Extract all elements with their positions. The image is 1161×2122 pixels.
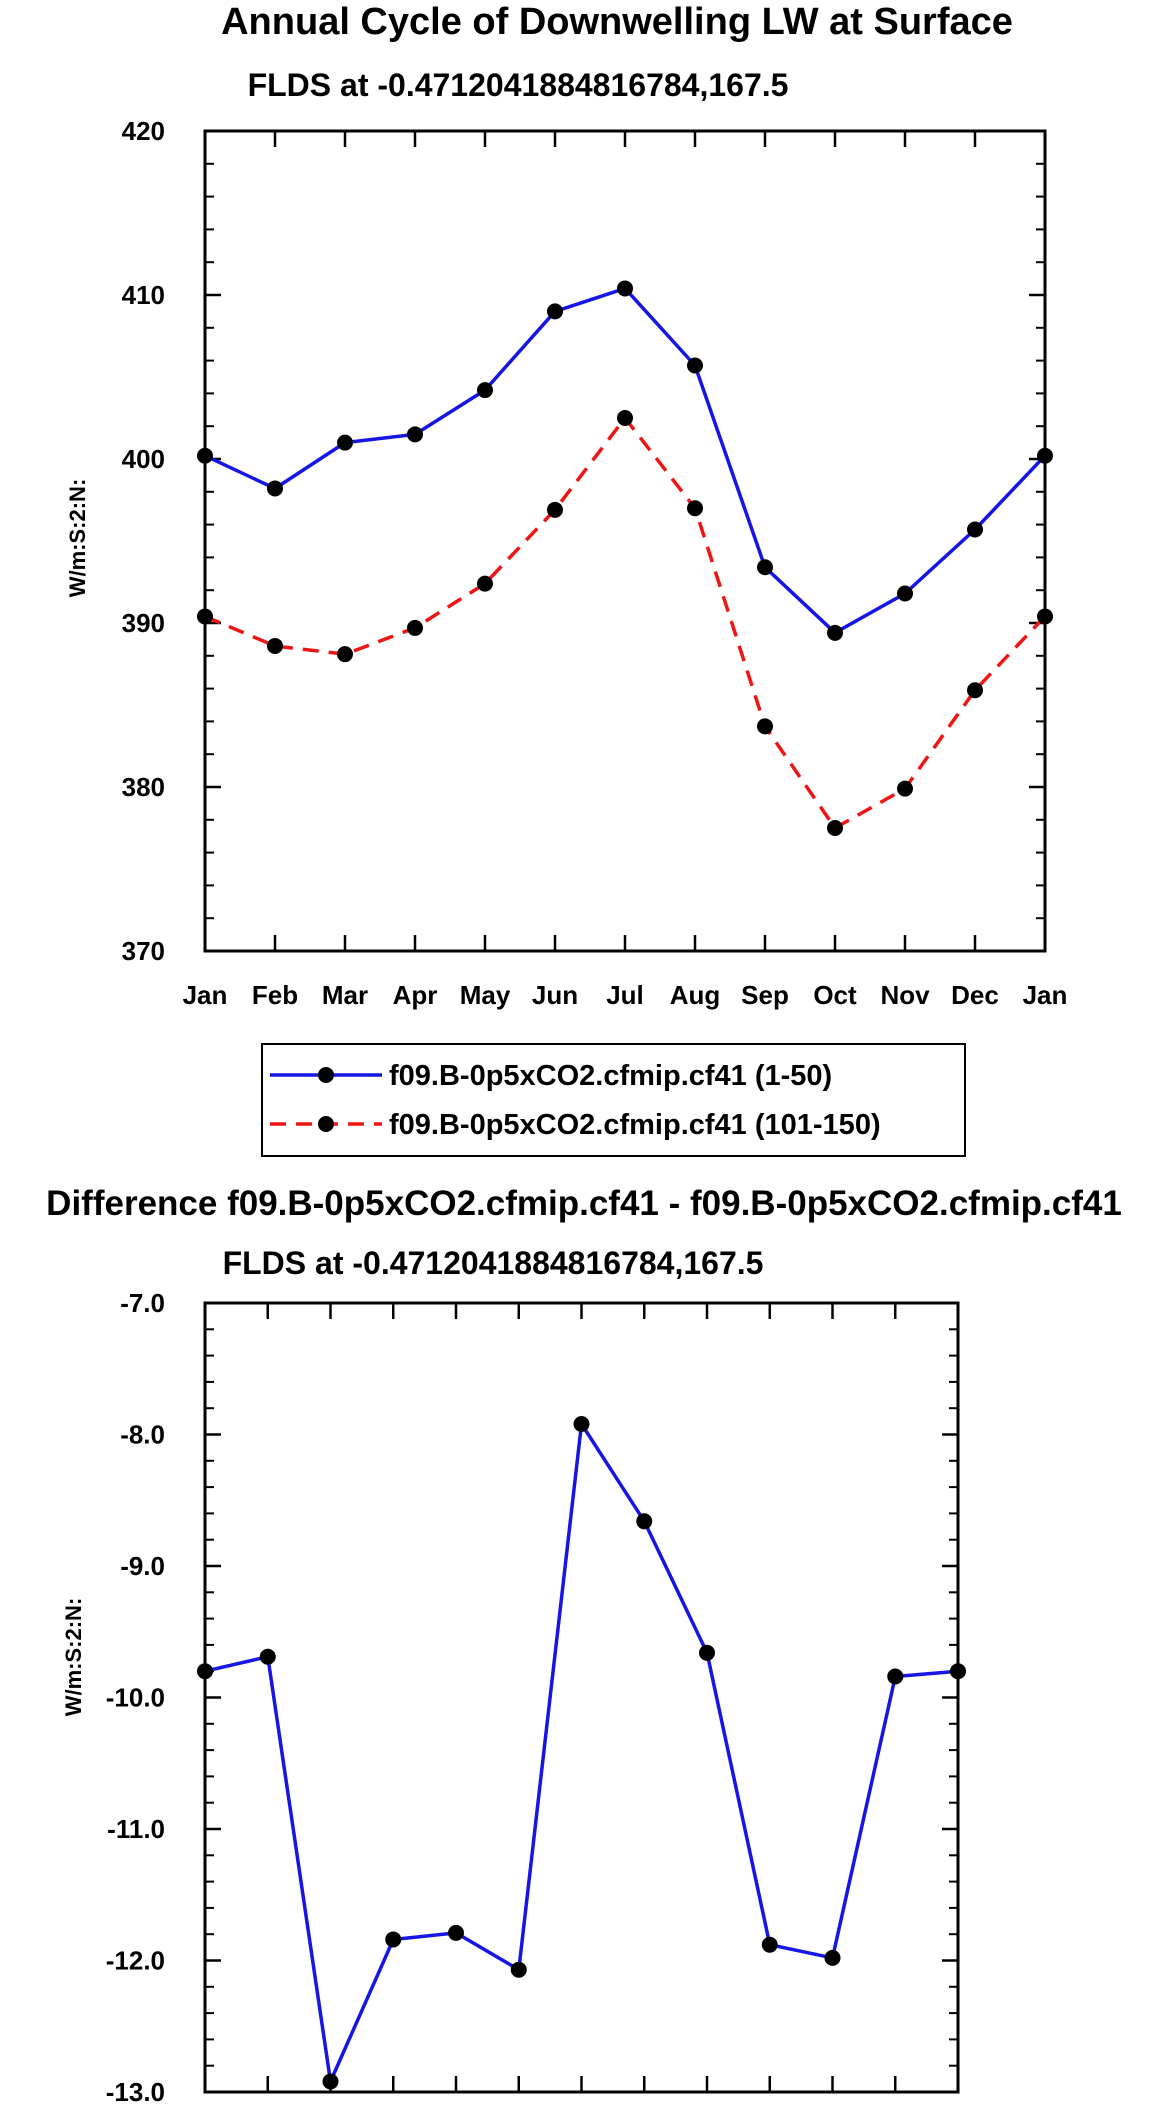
chart2-series-1-point-11: [887, 1668, 904, 1685]
chart1-xtick-label-6: Jul: [606, 980, 644, 1010]
legend-marker-series-2: [318, 1116, 334, 1132]
chart1-series-1-point-5: [547, 303, 563, 320]
chart1-series-2-point-10: [897, 780, 913, 797]
chart2-series-1-point-2: [322, 2073, 339, 2090]
chart1-xtick-label-0: Jan: [183, 980, 228, 1010]
chart1-ytick-label-0: 370: [122, 936, 165, 966]
legend-marker-series-1: [318, 1067, 334, 1083]
chart1-series-2-point-8: [757, 718, 773, 735]
chart2-series-1-point-6: [573, 1415, 590, 1432]
chart1-plot: Jan Feb Mar Apr May Jun Jul Aug Sep Oct Nov Dec Jan 3…: [122, 116, 1068, 1010]
chart1-ylabel: W/m:S:2:N:: [65, 479, 90, 598]
chart1-series-1-point-9: [827, 624, 843, 641]
chart1-xtick-label-9: Oct: [813, 980, 857, 1010]
chart1-series-1-point-0: [197, 447, 213, 464]
chart1-xtick-label-10: Nov: [880, 980, 930, 1010]
chart1-series-1-point-1: [267, 480, 283, 497]
chart2-ytick-label-0: -13.0: [106, 2077, 165, 2107]
chart1-subtitle: FLDS at -0.4712041884816784,167.5: [248, 67, 789, 103]
chart2-series-1-point-10: [824, 1949, 841, 1966]
chart1-series-2-point-4: [477, 575, 493, 592]
chart1-frame: [203, 129, 1047, 953]
chart1-xtick-label-3: Apr: [393, 980, 438, 1010]
chart2-series-1-point-3: [385, 1931, 402, 1948]
chart1-xtick-label-8: Sep: [741, 980, 789, 1010]
chart2-series-1-point-12: [950, 1663, 966, 1680]
chart2-series-1-point-1: [259, 1648, 276, 1665]
chart1-xtick-label-12: Jan: [1023, 980, 1068, 1010]
chart1-series-1-line: [204, 286, 1047, 635]
chart1-xtick-label-1: Feb: [252, 980, 298, 1010]
chart1-series-2-point-12: [1037, 608, 1053, 625]
chart1-series-1-point-2: [337, 434, 353, 451]
chart1-series-2-point-0: [197, 608, 213, 625]
chart1-series-2-point-11: [967, 682, 983, 699]
chart1-xtick-label-5: Jun: [532, 980, 578, 1010]
chart1-ytick-label-5: 420: [122, 116, 165, 146]
chart1-xtick-label-2: Mar: [322, 980, 368, 1010]
chart2-series-1-line: [204, 1422, 959, 2084]
legend-label-series-1: f09.B-0p5xCO2.cfmip.cf41 (1-50): [389, 1060, 832, 1092]
chart1-series-1-point-12: [1037, 447, 1053, 464]
chart1-ytick-label-2: 390: [122, 608, 165, 638]
chart2-series-1-point-0: [197, 1663, 213, 1680]
chart1-xtick-label-11: Dec: [951, 980, 999, 1010]
chart1-series-2-point-5: [547, 501, 563, 518]
chart1-series-2-point-1: [267, 637, 283, 654]
chart1-series-2-point-7: [687, 500, 703, 517]
chart2-ytick-label-2: -11.0: [107, 1814, 165, 1844]
chart2-series-1-point-5: [510, 1961, 527, 1978]
chart1-series-2-point-2: [337, 646, 353, 663]
chart1-series-1-point-11: [967, 521, 983, 538]
chart1-series-1-point-4: [477, 382, 493, 399]
chart2-ytick-label-5: -8.0: [120, 1420, 165, 1450]
chart1-series-1-point-7: [687, 357, 703, 374]
chart1-ytick-label-4: 410: [122, 280, 165, 310]
chart2-series-1-point-9: [761, 1936, 778, 1953]
chart2-ytick-label-1: -12.0: [106, 1946, 165, 1976]
legend-label-series-2: f09.B-0p5xCO2.cfmip.cf41 (101-150): [389, 1109, 881, 1141]
chart2-ytick-label-6: -7.0: [120, 1288, 165, 1318]
chart2-ytick-label-3: -10.0: [106, 1683, 165, 1713]
chart1-legend: f09.B-0p5xCO2.cfmip.cf41 (1-50) f09.B-0p…: [261, 1043, 966, 1157]
chart1-series-2-point-6: [617, 410, 633, 426]
chart1-xtick-label-4: May: [460, 980, 511, 1010]
chart1-series-2-line: [204, 416, 1047, 830]
chart1-series-1-point-6: [617, 280, 633, 297]
chart1-series-1-point-8: [757, 559, 773, 576]
chart2-series-1-point-7: [636, 1513, 653, 1530]
chart2-title: Difference f09.B-0p5xCO2.cfmip.cf41 - f0…: [46, 1184, 1122, 1223]
chart2-plot: JanFebMarAprMayJunJulAugSepOctNovDecJan-…: [106, 1288, 981, 2122]
chart1-title: Annual Cycle of Downwelling LW at Surfac…: [221, 1, 1013, 43]
chart1-ytick-label-1: 380: [122, 772, 165, 802]
legend-box: [261, 1043, 966, 1157]
chart1-xtick-label-7: Aug: [670, 980, 721, 1010]
chart1-ytick-label-3: 400: [122, 444, 165, 474]
chart1-series-1-point-3: [407, 426, 423, 443]
chart1-series-2-point-9: [827, 820, 843, 836]
chart1-series-2-point-3: [407, 619, 423, 636]
chart1-series-1-point-10: [897, 585, 913, 602]
chart2-ylabel: W/m:S:2:N:: [61, 1598, 86, 1717]
chart2-subtitle: FLDS at -0.4712041884816784,167.5: [223, 1245, 764, 1281]
chart2-series-1-point-8: [699, 1644, 715, 1661]
chart2-series-1-point-4: [448, 1924, 464, 1941]
chart2-ytick-label-4: -9.0: [120, 1551, 165, 1581]
